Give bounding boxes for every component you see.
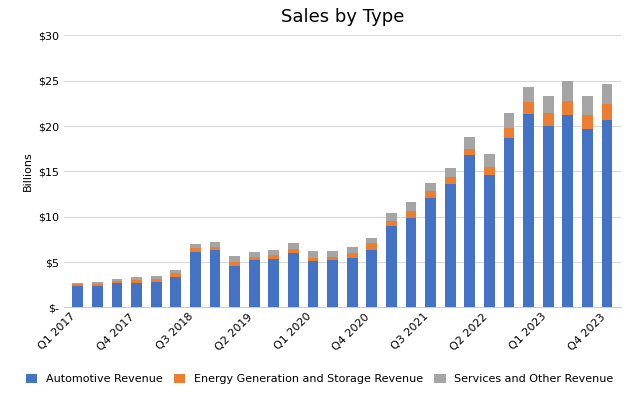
Bar: [563, 82, 573, 101]
Bar: [445, 177, 456, 184]
Bar: [111, 281, 122, 283]
Y-axis label: Billions: Billions: [22, 152, 33, 191]
Bar: [308, 261, 318, 307]
Bar: [92, 286, 103, 307]
Bar: [524, 102, 534, 114]
Bar: [347, 247, 358, 253]
Bar: [229, 256, 240, 262]
Bar: [92, 284, 103, 286]
Bar: [327, 260, 338, 307]
Bar: [249, 260, 260, 307]
Bar: [386, 226, 397, 307]
Bar: [543, 126, 554, 307]
Bar: [582, 96, 593, 115]
Bar: [465, 149, 476, 154]
Bar: [131, 280, 142, 283]
Bar: [170, 273, 181, 277]
Bar: [484, 154, 495, 167]
Bar: [170, 277, 181, 307]
Bar: [229, 262, 240, 266]
Bar: [209, 250, 220, 307]
Bar: [190, 249, 201, 252]
Bar: [367, 238, 377, 243]
Bar: [170, 270, 181, 273]
Bar: [151, 282, 161, 307]
Bar: [327, 251, 338, 257]
Bar: [445, 167, 456, 177]
Bar: [151, 279, 161, 282]
Bar: [465, 138, 476, 149]
Bar: [504, 138, 515, 307]
Title: Sales by Type: Sales by Type: [281, 7, 404, 26]
Bar: [602, 121, 612, 307]
Bar: [209, 247, 220, 250]
Bar: [268, 259, 279, 307]
Bar: [190, 244, 201, 249]
Bar: [92, 282, 103, 284]
Bar: [288, 243, 299, 249]
Bar: [386, 212, 397, 221]
Bar: [72, 284, 83, 286]
Bar: [425, 198, 436, 307]
Bar: [308, 251, 318, 258]
Bar: [406, 218, 417, 307]
Bar: [524, 87, 534, 102]
Bar: [563, 115, 573, 307]
Bar: [72, 283, 83, 284]
Bar: [465, 154, 476, 307]
Bar: [347, 253, 358, 258]
Bar: [563, 101, 573, 115]
Bar: [425, 183, 436, 191]
Bar: [504, 113, 515, 128]
Bar: [582, 115, 593, 130]
Bar: [288, 249, 299, 253]
Bar: [190, 252, 201, 307]
Bar: [602, 104, 612, 121]
Bar: [131, 277, 142, 280]
Bar: [406, 211, 417, 218]
Bar: [543, 96, 554, 113]
Bar: [425, 191, 436, 198]
Bar: [131, 283, 142, 307]
Bar: [72, 286, 83, 307]
Bar: [249, 257, 260, 260]
Bar: [484, 167, 495, 175]
Bar: [445, 184, 456, 307]
Bar: [367, 243, 377, 250]
Bar: [111, 283, 122, 307]
Bar: [268, 249, 279, 255]
Bar: [524, 114, 534, 307]
Bar: [543, 113, 554, 126]
Bar: [484, 175, 495, 307]
Bar: [347, 258, 358, 307]
Bar: [406, 202, 417, 211]
Bar: [268, 255, 279, 259]
Bar: [111, 279, 122, 281]
Legend: Automotive Revenue, Energy Generation and Storage Revenue, Services and Other Re: Automotive Revenue, Energy Generation an…: [22, 369, 618, 388]
Bar: [229, 266, 240, 307]
Bar: [308, 258, 318, 261]
Bar: [249, 252, 260, 257]
Bar: [367, 250, 377, 307]
Bar: [151, 276, 161, 279]
Bar: [602, 84, 612, 104]
Bar: [582, 130, 593, 307]
Bar: [386, 221, 397, 226]
Bar: [504, 128, 515, 138]
Bar: [327, 257, 338, 260]
Bar: [209, 242, 220, 247]
Bar: [288, 253, 299, 307]
